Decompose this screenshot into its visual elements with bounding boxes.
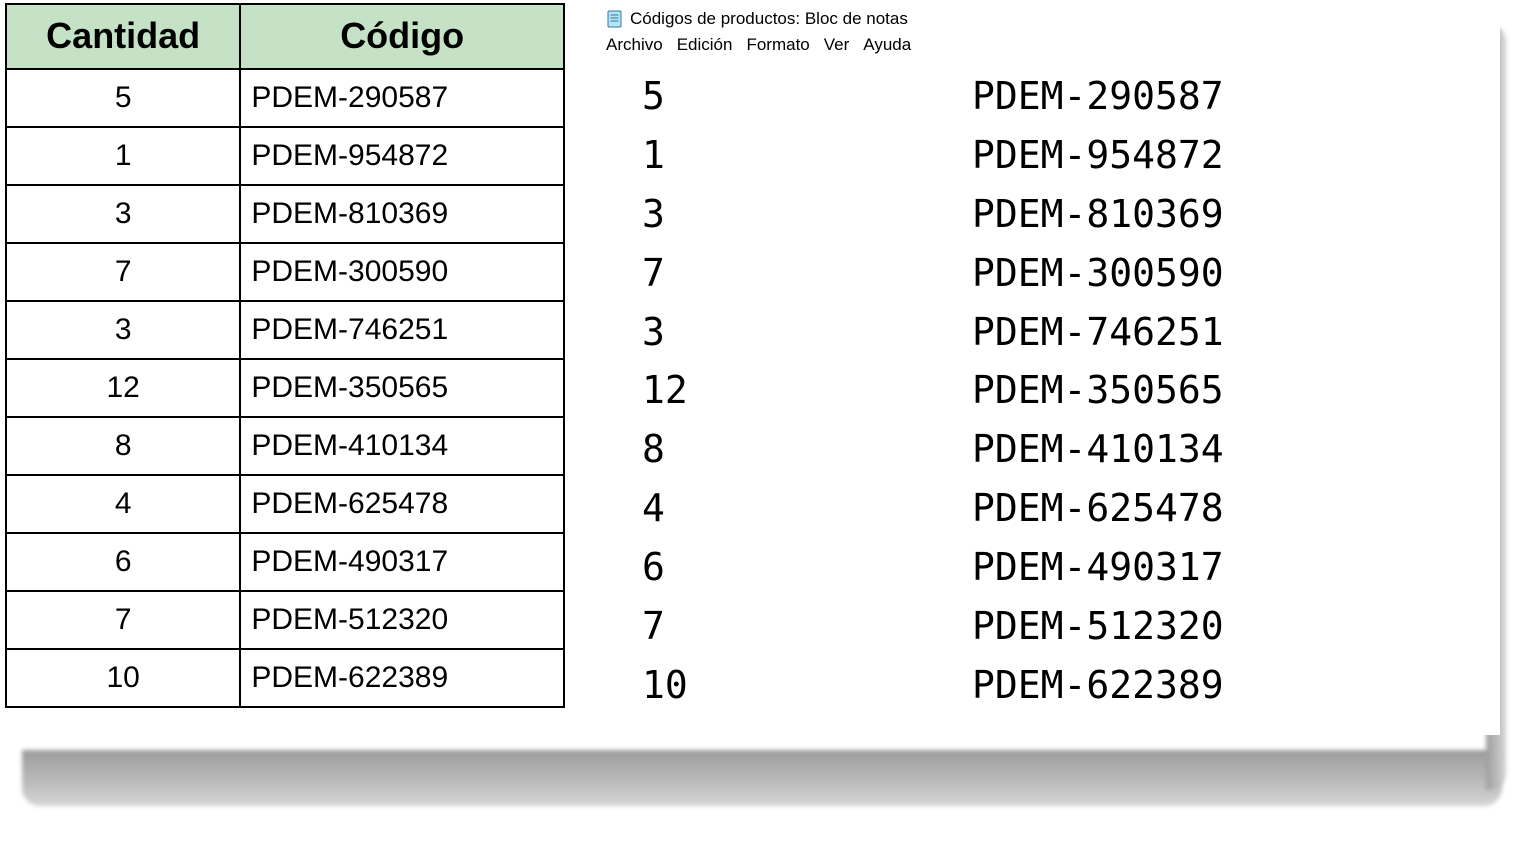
column-header-codigo: Código [240, 4, 564, 69]
notepad-line-code: PDEM-410134 [972, 420, 1486, 479]
cell-codigo[interactable]: PDEM-512320 [240, 591, 564, 649]
notepad-menubar: Archivo Edición Formato Ver Ayuda [600, 33, 1500, 61]
notepad-line-code: PDEM-300590 [972, 244, 1486, 303]
cell-codigo[interactable]: PDEM-746251 [240, 301, 564, 359]
table-header-row: Cantidad Código [6, 4, 564, 69]
notepad-line: 8PDEM-410134 [642, 420, 1486, 479]
cell-codigo[interactable]: PDEM-810369 [240, 185, 564, 243]
cell-cantidad[interactable]: 7 [6, 591, 240, 649]
notepad-line-code: PDEM-746251 [972, 303, 1486, 362]
notepad-line-code: PDEM-512320 [972, 597, 1486, 656]
notepad-line-code: PDEM-290587 [972, 67, 1486, 126]
menu-item[interactable]: Ver [824, 35, 850, 55]
table-row: 8PDEM-410134 [6, 417, 564, 475]
cell-codigo[interactable]: PDEM-300590 [240, 243, 564, 301]
notepad-line-code: PDEM-810369 [972, 185, 1486, 244]
notepad-line: 5PDEM-290587 [642, 67, 1486, 126]
canvas: Cantidad Código 5PDEM-2905871PDEM-954872… [0, 0, 1518, 845]
cell-cantidad[interactable]: 7 [6, 243, 240, 301]
notepad-line-qty: 4 [642, 479, 972, 538]
cell-cantidad[interactable]: 10 [6, 649, 240, 707]
cell-cantidad[interactable]: 1 [6, 127, 240, 185]
notepad-line: 6PDEM-490317 [642, 538, 1486, 597]
notepad-text-area[interactable]: 5PDEM-2905871PDEM-9548723PDEM-8103697PDE… [600, 61, 1500, 735]
notepad-icon [606, 10, 624, 28]
notepad-line: 3PDEM-810369 [642, 185, 1486, 244]
cell-cantidad[interactable]: 8 [6, 417, 240, 475]
spreadsheet-panel: Cantidad Código 5PDEM-2905871PDEM-954872… [5, 3, 565, 708]
cell-codigo[interactable]: PDEM-410134 [240, 417, 564, 475]
table-row: 12PDEM-350565 [6, 359, 564, 417]
column-header-cantidad: Cantidad [6, 4, 240, 69]
drop-shadow-bottom [22, 750, 1502, 806]
menu-item[interactable]: Formato [746, 35, 809, 55]
table-row: 5PDEM-290587 [6, 69, 564, 127]
cell-codigo[interactable]: PDEM-625478 [240, 475, 564, 533]
notepad-line-qty: 5 [642, 67, 972, 126]
table-row: 6PDEM-490317 [6, 533, 564, 591]
notepad-window: Códigos de productos: Bloc de notas Arch… [600, 3, 1500, 735]
table-row: 1PDEM-954872 [6, 127, 564, 185]
notepad-line: 7PDEM-512320 [642, 597, 1486, 656]
cell-codigo[interactable]: PDEM-290587 [240, 69, 564, 127]
cell-codigo[interactable]: PDEM-490317 [240, 533, 564, 591]
table-row: 3PDEM-810369 [6, 185, 564, 243]
table-row: 4PDEM-625478 [6, 475, 564, 533]
table-row: 3PDEM-746251 [6, 301, 564, 359]
cell-cantidad[interactable]: 3 [6, 185, 240, 243]
spreadsheet-table: Cantidad Código 5PDEM-2905871PDEM-954872… [5, 3, 565, 708]
notepad-line-qty: 3 [642, 185, 972, 244]
notepad-line: 1PDEM-954872 [642, 126, 1486, 185]
notepad-line-qty: 8 [642, 420, 972, 479]
menu-item[interactable]: Ayuda [863, 35, 911, 55]
notepad-line: 12PDEM-350565 [642, 361, 1486, 420]
notepad-titlebar[interactable]: Códigos de productos: Bloc de notas [600, 3, 1500, 33]
notepad-line-code: PDEM-954872 [972, 126, 1486, 185]
cell-cantidad[interactable]: 4 [6, 475, 240, 533]
notepad-line-code: PDEM-625478 [972, 479, 1486, 538]
notepad-line: 10PDEM-622389 [642, 656, 1486, 715]
notepad-line-qty: 10 [642, 656, 972, 715]
notepad-line-qty: 1 [642, 126, 972, 185]
table-row: 10PDEM-622389 [6, 649, 564, 707]
notepad-line-qty: 7 [642, 244, 972, 303]
notepad-line-qty: 6 [642, 538, 972, 597]
cell-cantidad[interactable]: 5 [6, 69, 240, 127]
cell-codigo[interactable]: PDEM-954872 [240, 127, 564, 185]
notepad-line-qty: 12 [642, 361, 972, 420]
table-row: 7PDEM-300590 [6, 243, 564, 301]
notepad-line-code: PDEM-490317 [972, 538, 1486, 597]
cell-cantidad[interactable]: 6 [6, 533, 240, 591]
notepad-line-qty: 7 [642, 597, 972, 656]
notepad-line-code: PDEM-350565 [972, 361, 1486, 420]
cell-cantidad[interactable]: 3 [6, 301, 240, 359]
table-row: 7PDEM-512320 [6, 591, 564, 649]
menu-item[interactable]: Edición [677, 35, 733, 55]
menu-item[interactable]: Archivo [606, 35, 663, 55]
notepad-line: 4PDEM-625478 [642, 479, 1486, 538]
cell-codigo[interactable]: PDEM-622389 [240, 649, 564, 707]
cell-cantidad[interactable]: 12 [6, 359, 240, 417]
notepad-line-code: PDEM-622389 [972, 656, 1486, 715]
notepad-line-qty: 3 [642, 303, 972, 362]
notepad-line: 7PDEM-300590 [642, 244, 1486, 303]
notepad-title: Códigos de productos: Bloc de notas [630, 9, 908, 29]
notepad-line: 3PDEM-746251 [642, 303, 1486, 362]
cell-codigo[interactable]: PDEM-350565 [240, 359, 564, 417]
